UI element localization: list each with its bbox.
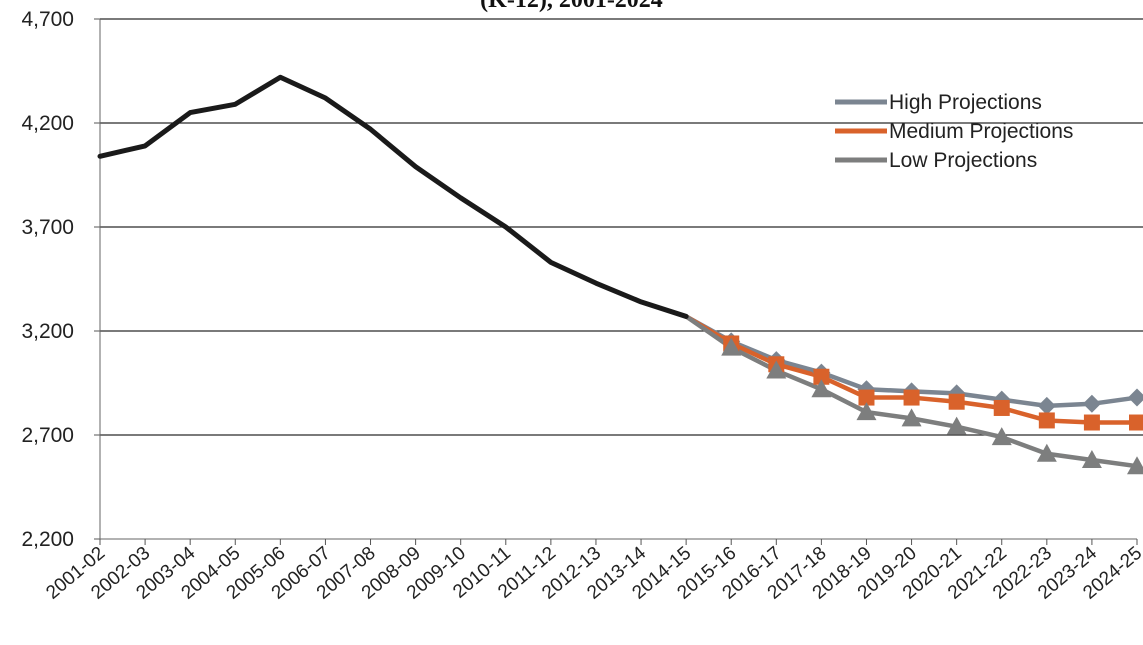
point-triangle <box>766 360 787 379</box>
gridlines <box>100 18 1143 436</box>
historical-line <box>97 74 689 319</box>
point-square <box>1083 414 1100 431</box>
point-triangle <box>1036 443 1057 462</box>
point-diamond <box>1037 396 1056 415</box>
point-square <box>813 368 830 385</box>
y-tick-label: 4,200 <box>21 112 74 135</box>
legend: High Projections Medium Projections Low Pr… <box>835 91 1073 172</box>
y-tick-labels: 2,200 2,700 3,200 3,700 4,200 4,700 <box>21 8 74 551</box>
series-markers <box>721 332 1143 475</box>
point-square <box>948 393 965 410</box>
point-diamond <box>1128 388 1143 407</box>
y-tick-label: 2,200 <box>21 528 74 551</box>
axes <box>94 18 1138 545</box>
point-square <box>993 399 1010 416</box>
point-triangle <box>811 379 832 398</box>
chart-title: (K-12), 2001-2024 <box>480 0 663 13</box>
y-tick-label: 2,700 <box>21 424 74 447</box>
legend-label: High Projections <box>889 91 1042 114</box>
point-triangle <box>721 337 742 356</box>
point-diamond <box>1082 394 1101 413</box>
point-triangle <box>1127 456 1143 475</box>
y-tick-label: 3,700 <box>21 216 74 239</box>
point-triangle <box>856 402 877 421</box>
legend-label: Medium Projections <box>889 120 1073 143</box>
legend-label: Low Projections <box>889 149 1037 172</box>
point-triangle <box>901 408 922 427</box>
point-square <box>1129 414 1143 431</box>
point-triangle <box>946 416 967 435</box>
y-tick-label: 3,200 <box>21 320 74 343</box>
point-square <box>903 389 920 406</box>
y-tick-label: 4,700 <box>21 8 74 31</box>
point-square <box>1038 412 1055 429</box>
point-square <box>858 389 875 406</box>
x-tick-labels: 2001-022002-032003-042004-052005-062006-… <box>42 542 1143 603</box>
point-triangle <box>991 427 1012 446</box>
point-triangle <box>1081 449 1102 468</box>
